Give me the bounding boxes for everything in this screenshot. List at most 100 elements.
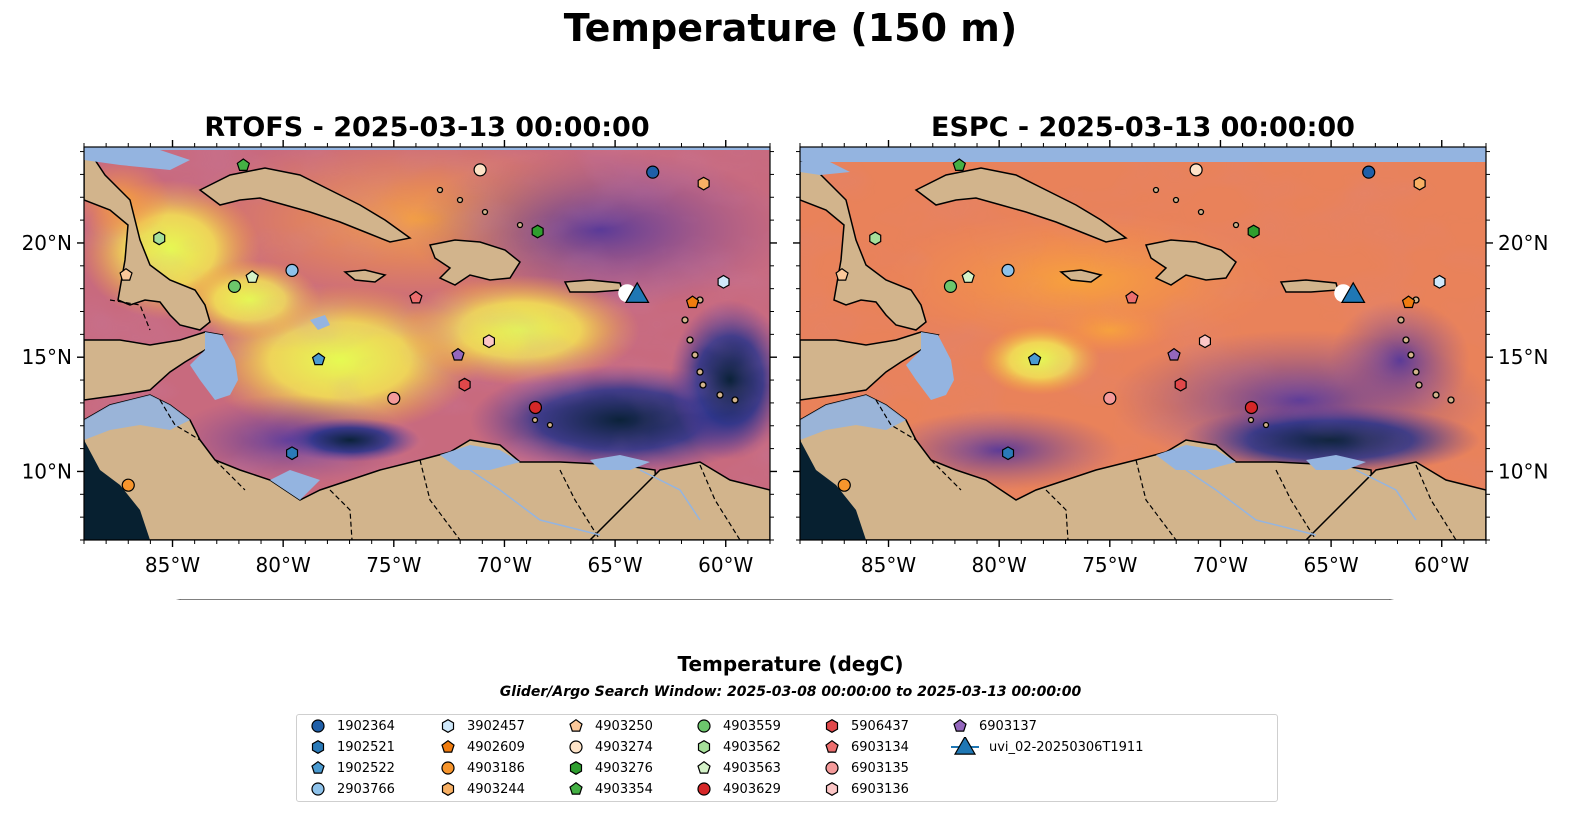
- argo-marker-4903629: [528, 400, 543, 415]
- legend-item-5906437: 5906437: [821, 716, 909, 736]
- legend-item-6903136: 6903136: [821, 779, 909, 799]
- platform-markers-rtofs: [119, 158, 730, 492]
- legend-label: 6903136: [851, 781, 909, 797]
- legend-item-3902457: 3902457: [437, 716, 525, 736]
- legend-label: 4903274: [595, 739, 653, 755]
- legend-label: 4903629: [723, 781, 781, 797]
- x-tick-label: 75°W: [1082, 553, 1137, 577]
- x-tick-label: 65°W: [587, 553, 642, 577]
- country-borders: [875, 399, 1457, 540]
- rivers: [469, 469, 701, 536]
- legend-triangle-icon: [951, 737, 979, 755]
- argo-marker-4903250: [835, 267, 849, 281]
- legend-pentagon-marker: [311, 760, 325, 774]
- x-tick-label: 70°W: [1193, 553, 1248, 577]
- argo-marker-2903766: [285, 263, 299, 277]
- colorbar-label: Temperature (degC): [677, 652, 904, 676]
- legend: 1902364 1902521 1902522 2903766 3902457 49026…: [296, 714, 1278, 802]
- x-tick-label: 85°W: [145, 553, 200, 577]
- argo-marker-4903244: [697, 176, 710, 191]
- legend-item-4903562: 4903562: [693, 737, 781, 757]
- legend-item-6903134: 6903134: [821, 737, 909, 757]
- x-tick-label: 65°W: [1303, 553, 1358, 577]
- argo-marker-5906437: [458, 377, 471, 392]
- legend-item-1902522: 1902522: [307, 758, 395, 778]
- y-tick-label: 15°N: [22, 345, 72, 369]
- argo-marker-4903563: [245, 270, 259, 283]
- legend-pentagon-icon: [953, 718, 967, 732]
- glider-marker-uvi_02-20250306T1911: [624, 281, 650, 303]
- x-tick-label: 60°W: [698, 553, 753, 577]
- panel-title-espc: ESPC - 2025-03-13 00:00:00: [931, 112, 1355, 143]
- argo-marker-6903136: [1198, 334, 1212, 349]
- map-figure: 85°W 80°W 75°W 70°W 65°W 60°W 20°N 15°N 10°N: [22, 140, 1548, 600]
- legend-circle-icon: [311, 719, 325, 733]
- legend-label: 4903244: [467, 781, 525, 797]
- map-panel-espc: [800, 147, 1486, 540]
- legend-item-4903559: 4903559: [693, 716, 781, 736]
- legend-label: 4903562: [723, 739, 781, 755]
- lesser-antilles: [436, 186, 739, 429]
- argo-marker-4903559: [227, 279, 242, 293]
- argo-marker-4903186: [837, 478, 851, 492]
- legend-item-2903766: 2903766: [307, 779, 395, 799]
- legend-item-1902364: 1902364: [307, 716, 395, 736]
- legend-label: 1902521: [337, 739, 395, 755]
- argo-marker-4903274: [473, 163, 487, 177]
- argo-marker-3902457: [717, 274, 730, 289]
- glider-marker-uvi_02-20250306T1911: [1340, 281, 1366, 303]
- argo-marker-4903276: [531, 224, 544, 239]
- y-tick-label: 10°N: [1498, 459, 1548, 483]
- argo-marker-4903562: [869, 231, 882, 246]
- legend-triangle-marker: [953, 737, 977, 755]
- x-tick-label: 80°W: [256, 553, 311, 577]
- x-tick-label: 70°W: [477, 553, 532, 577]
- legend-pentagon-icon: [441, 739, 455, 753]
- legend-item-6903135: 6903135: [821, 758, 909, 778]
- argo-marker-3902457: [1433, 274, 1446, 289]
- argo-marker-4903186: [121, 478, 135, 492]
- legend-item-1902521: 1902521: [307, 737, 395, 757]
- argo-marker-1902364: [646, 165, 660, 179]
- legend-label: 1902522: [337, 760, 395, 776]
- legend-label: 4902609: [467, 739, 525, 755]
- legend-label: 4903276: [595, 760, 653, 776]
- rivers: [1185, 469, 1417, 536]
- legend-circle-icon: [311, 782, 325, 796]
- argo-marker-4903274: [1189, 163, 1203, 177]
- map-frame-rtofs: [83, 146, 771, 541]
- map-frame-espc: [799, 146, 1487, 541]
- legend-circle-marker: [441, 761, 455, 775]
- legend-hexagon-icon: [825, 719, 839, 733]
- y-tick-label: 20°N: [22, 231, 72, 255]
- legend-hexagon-icon: [569, 761, 583, 775]
- legend-pentagon-marker: [953, 718, 967, 732]
- argo-marker-4903562: [153, 231, 166, 246]
- legend-item-4903276: 4903276: [565, 758, 653, 778]
- argo-marker-1902522: [1027, 352, 1042, 366]
- legend-hexagon-marker: [311, 740, 325, 754]
- country-borders: [109, 299, 741, 540]
- argo-marker-6903134: [1125, 290, 1139, 304]
- y-tick-label: 20°N: [1498, 231, 1548, 255]
- legend-pentagon-marker: [825, 739, 839, 753]
- ocean-mask: [84, 150, 650, 540]
- argo-marker-4903354: [952, 158, 967, 171]
- legend-hexagon-marker: [697, 740, 711, 754]
- figure-title: Temperature (150 m): [563, 6, 1018, 50]
- argo-marker-5906437: [1174, 377, 1187, 392]
- legend-circle-icon: [697, 719, 711, 733]
- legend-hexagon-icon: [441, 782, 455, 796]
- x-tick-label: 75°W: [366, 553, 421, 577]
- map-panel-rtofs: [84, 147, 770, 540]
- argo-marker-6903137: [1167, 347, 1181, 361]
- legend-pentagon-icon: [569, 718, 583, 732]
- legend-label: 6903135: [851, 760, 909, 776]
- legend-circle-marker: [569, 740, 583, 754]
- legend-hexagon-icon: [311, 740, 325, 754]
- y-tick-label: 15°N: [1498, 345, 1548, 369]
- legend-item-4902609: 4902609: [437, 737, 525, 757]
- legend-circle-marker: [825, 761, 839, 775]
- argo-marker-4903559: [943, 279, 958, 293]
- legend-label: 4903563: [723, 760, 781, 776]
